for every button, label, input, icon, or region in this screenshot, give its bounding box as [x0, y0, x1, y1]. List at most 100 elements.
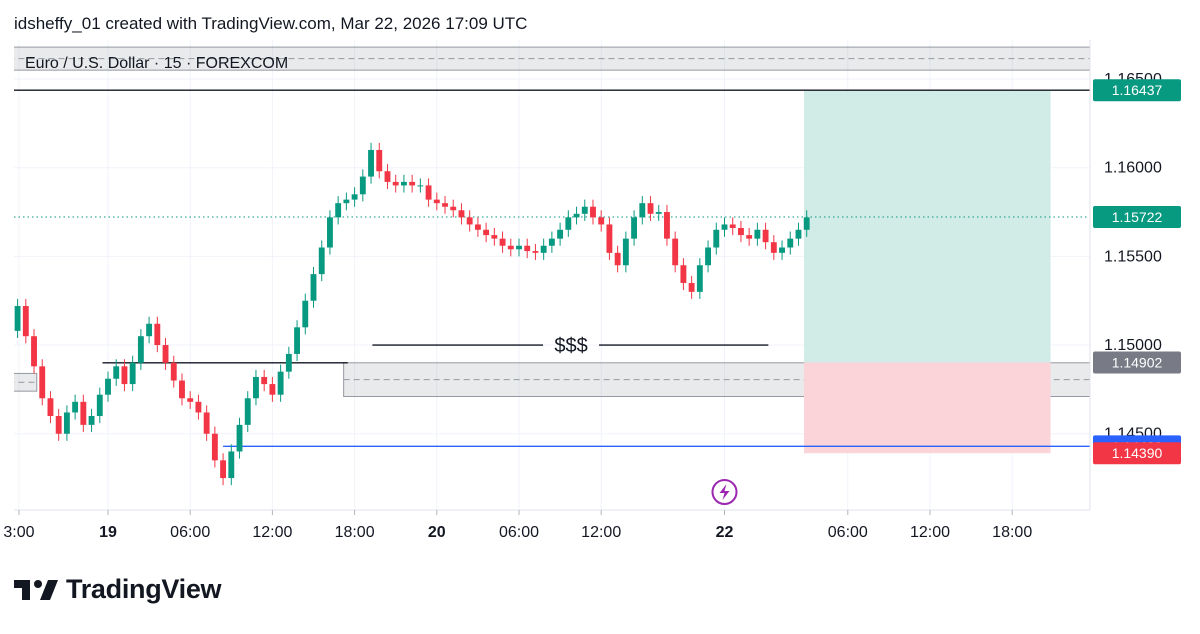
candle-body [606, 224, 613, 253]
candle-body [664, 212, 670, 239]
candle-body [696, 265, 703, 292]
x-tick-label: 19 [99, 524, 117, 541]
x-tick-label: 12:00 [910, 524, 950, 541]
candle-body [31, 336, 37, 367]
candle-body [154, 323, 161, 346]
price-tag-bg [1093, 206, 1181, 229]
candle-body [376, 149, 383, 172]
candle-body [540, 245, 547, 253]
candle-body [803, 217, 810, 230]
candle-body [253, 376, 259, 399]
price-tag-bg [1093, 351, 1181, 374]
candle-body [211, 433, 218, 461]
candle-body [573, 213, 580, 218]
long-position-tool[interactable] [803, 90, 1051, 454]
price-tag: 1.14390 [1093, 442, 1181, 465]
candle-body [63, 412, 70, 434]
price-tag-bg [1093, 442, 1181, 465]
price-tag-label: 1.16437 [1112, 82, 1163, 98]
candle-body [55, 416, 62, 434]
candle-body [327, 217, 333, 248]
candle-body [483, 229, 490, 236]
candle-body [622, 238, 629, 266]
candle-body [179, 380, 185, 399]
candle-body [277, 371, 284, 395]
price-tag: 1.15722 [1093, 206, 1181, 229]
plot-area[interactable]: $$$ [0, 46, 1200, 486]
candle-body [499, 238, 506, 246]
x-tick-label: 18:00 [335, 524, 375, 541]
candle-body [170, 362, 177, 381]
event-marker[interactable] [711, 479, 738, 505]
profit-area[interactable] [803, 90, 1051, 363]
candle-body [137, 336, 144, 363]
x-tick-label: 12:00 [581, 524, 621, 541]
candle-body [368, 149, 374, 177]
candle-body [474, 224, 481, 230]
candle-body [302, 300, 309, 328]
candle-body [770, 242, 777, 253]
candle-body [442, 203, 448, 207]
candle-body [458, 210, 465, 218]
candle-body [779, 247, 785, 253]
price-tag-label: 1.14902 [1112, 354, 1163, 370]
candle-body [647, 203, 654, 214]
candle-body [72, 401, 79, 413]
lightning-icon[interactable] [719, 484, 730, 500]
loss-area[interactable] [803, 362, 1051, 454]
candle-body [400, 181, 407, 186]
candle-body [746, 235, 753, 239]
x-tick-label: 06:00 [828, 524, 868, 541]
candle-body [14, 306, 21, 331]
candle-body [466, 217, 473, 225]
candle-body [285, 353, 292, 372]
chart-title: Euro / U.S. Dollar · 15 · FOREXCOM [25, 55, 288, 72]
tradingview-logo-icon [14, 579, 58, 600]
candle-body [384, 171, 391, 182]
candle-body [655, 212, 662, 214]
candle-body [557, 229, 564, 239]
candle-body [80, 401, 87, 425]
candle-body [590, 206, 596, 218]
price-tag: 1.14902 [1093, 351, 1181, 374]
candle-body [335, 203, 342, 218]
time-axis[interactable]: 3:00 19 06:00 12:00 18:00 20 06:00 12:00 22 06:00… [3, 510, 1032, 541]
candle-body [129, 362, 136, 385]
candle-body [787, 238, 794, 248]
candle-body [121, 366, 128, 385]
x-tick-label: 06:00 [499, 524, 539, 541]
candle-body [507, 245, 514, 250]
tradingview-logo: TradingView [14, 574, 222, 605]
candle-body [721, 224, 728, 230]
candle-body [417, 185, 424, 187]
price-chart[interactable]: $$$ Euro / U.S. Dollar · 15 · FOREXCOM 1… [0, 0, 1200, 560]
candle-body [762, 229, 769, 243]
candle-body [729, 224, 736, 228]
price-tag-label: 1.14390 [1112, 445, 1163, 461]
x-tick-label: 06:00 [170, 524, 210, 541]
candle-body [146, 323, 153, 337]
candle-body [672, 238, 679, 266]
candle-body [47, 398, 54, 416]
candle-body [351, 194, 358, 200]
y-tick-label: 1.16000 [1104, 160, 1162, 177]
price-tag-bg [1093, 79, 1181, 102]
candle-body [244, 398, 251, 425]
candle-body [581, 206, 588, 214]
candle-body [680, 265, 687, 283]
candle-body [220, 460, 227, 479]
candle-body [261, 376, 268, 385]
x-tick-label: 18:00 [992, 524, 1032, 541]
candle-body [392, 181, 399, 186]
candle-body [713, 229, 720, 248]
candle-body [187, 398, 194, 402]
candle-body [294, 327, 300, 354]
candle-body [639, 203, 646, 218]
candle-body [105, 378, 111, 395]
price-tag-label: 1.15722 [1112, 209, 1163, 225]
candle-body [113, 366, 120, 379]
candle-body [548, 238, 555, 246]
candle-body [409, 181, 416, 186]
candle-body [310, 274, 317, 301]
